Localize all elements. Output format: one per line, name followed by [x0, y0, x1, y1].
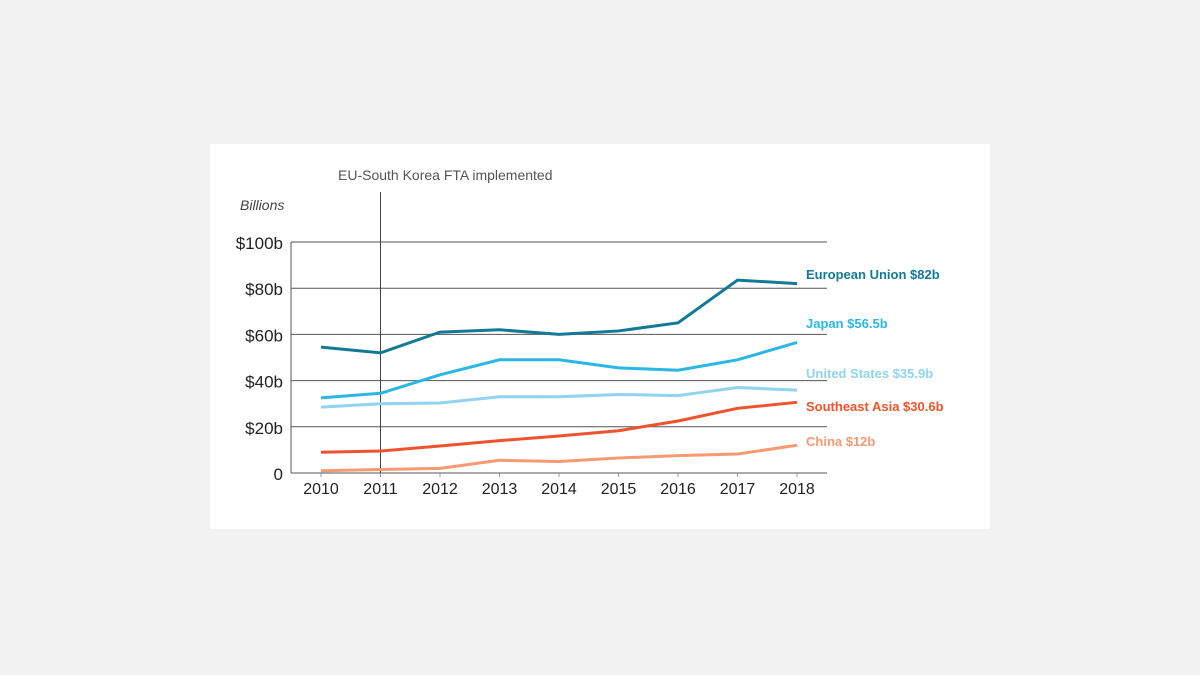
y-tick-label: $20b [245, 419, 283, 438]
x-tick-label: 2010 [303, 481, 339, 498]
x-tick-label: 2018 [779, 481, 815, 498]
y-tick-label: $80b [245, 280, 283, 299]
series-label: Southeast Asia $30.6b [806, 399, 944, 414]
series-label: European Union $82b [806, 267, 940, 282]
x-tick-label: 2014 [541, 481, 577, 498]
annotation-label: EU-South Korea FTA implemented [338, 167, 553, 183]
series-line-european-union [320, 278, 798, 355]
x-tick-label: 2012 [422, 481, 458, 498]
x-tick-label: 2013 [482, 481, 518, 498]
x-tick-label: 2016 [660, 481, 696, 498]
x-tick-label: 2015 [601, 481, 637, 498]
line-chart: 0 $20b $40b $60b $80b $100b 2010 2011 2012 2013 20… [236, 167, 944, 498]
y-tick-label: $60b [245, 326, 283, 345]
y-tick-label: $40b [245, 373, 283, 392]
y-tick-label: $100b [236, 234, 283, 253]
x-tick-label: 2011 [363, 481, 398, 498]
y-tick-label: 0 [274, 465, 283, 484]
y-axis-label: Billions [240, 197, 284, 213]
x-tick-label: 2017 [720, 481, 756, 498]
series-label: China $12b [806, 434, 875, 449]
series-label: Japan $56.5b [806, 316, 888, 331]
series-label: United States $35.9b [806, 366, 933, 381]
chart-card: 0 $20b $40b $60b $80b $100b 2010 2011 2012 2013 20… [210, 144, 990, 529]
